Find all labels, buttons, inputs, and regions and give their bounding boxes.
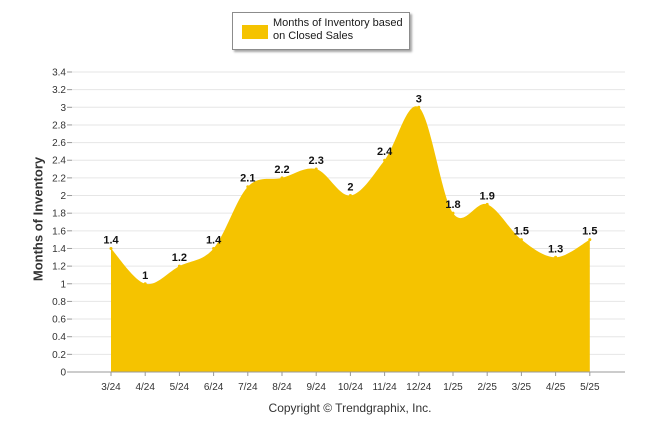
x-tick-label: 5/24 [170, 382, 190, 393]
x-tick-label: 7/24 [238, 382, 258, 393]
data-point [212, 246, 216, 250]
data-point [485, 202, 489, 206]
x-tick-label: 12/24 [406, 382, 431, 393]
x-tick-label: 3/24 [101, 382, 121, 393]
x-tick-label: 3/25 [512, 382, 532, 393]
y-tick-label: 0 [60, 368, 66, 379]
y-tick-label: 3.2 [52, 85, 66, 96]
y-tick-label: 3 [60, 103, 66, 114]
data-label: 1.3 [548, 243, 563, 255]
legend-label: Months of Inventory based on Closed Sale… [273, 17, 403, 42]
data-point [554, 255, 558, 259]
x-tick-label: 5/25 [580, 382, 600, 393]
data-label: 1.9 [480, 190, 495, 202]
data-point [519, 238, 523, 242]
y-tick-label: 2.2 [52, 173, 66, 184]
data-point [314, 167, 318, 171]
data-label: 1 [142, 270, 148, 282]
data-point [246, 185, 250, 189]
data-label: 2.1 [240, 173, 255, 185]
x-tick-label: 11/24 [372, 382, 397, 393]
data-point [348, 194, 352, 198]
legend: Months of Inventory based on Closed Sale… [232, 12, 410, 50]
data-point [280, 176, 284, 180]
data-label: 1.5 [514, 226, 529, 238]
y-tick-label: 2 [60, 191, 66, 202]
x-tick-label: 4/24 [135, 382, 155, 393]
x-tick-label: 9/24 [306, 382, 326, 393]
y-tick-label: 2.6 [52, 138, 66, 149]
data-label: 2.3 [309, 155, 324, 167]
legend-swatch [242, 25, 268, 39]
data-label: 1.4 [103, 234, 119, 246]
y-tick-label: 1.2 [52, 262, 66, 273]
data-label: 3 [416, 93, 422, 105]
y-tick-label: 2.8 [52, 120, 66, 131]
data-point [177, 264, 181, 268]
y-tick-label: 2.4 [52, 156, 66, 167]
data-label: 1.4 [206, 234, 222, 246]
y-axis-title: Months of Inventory [30, 156, 46, 282]
y-tick-label: 1.8 [52, 209, 66, 220]
x-tick-label: 8/24 [272, 382, 292, 393]
data-label: 1.5 [582, 226, 597, 238]
data-point [417, 105, 421, 109]
data-label: 2 [347, 182, 353, 194]
data-point [109, 246, 113, 250]
x-tick-label: 2/25 [477, 382, 497, 393]
data-point [383, 158, 387, 162]
area-series [111, 106, 590, 372]
x-tick-label: 6/24 [204, 382, 224, 393]
y-tick-label: 0.4 [52, 332, 66, 343]
y-tick-label: 0.2 [52, 350, 66, 361]
y-tick-label: 1.4 [52, 244, 66, 255]
x-tick-label: 10/24 [338, 382, 363, 393]
x-tick-label: 4/25 [546, 382, 566, 393]
data-label: 2.4 [377, 146, 393, 158]
copyright-text: Copyright © Trendgraphix, Inc. [268, 401, 432, 415]
x-tick-label: 1/25 [443, 382, 463, 393]
data-point [451, 211, 455, 215]
data-point [143, 282, 147, 286]
y-tick-label: 3.4 [52, 68, 66, 79]
data-label: 2.2 [274, 164, 289, 176]
data-label: 1.2 [172, 252, 187, 264]
data-label: 1.8 [445, 199, 460, 211]
y-tick-label: 1 [60, 279, 66, 290]
y-tick-label: 0.8 [52, 297, 66, 308]
y-tick-label: 0.6 [52, 315, 66, 326]
y-tick-label: 1.6 [52, 226, 66, 237]
data-point [588, 238, 592, 242]
